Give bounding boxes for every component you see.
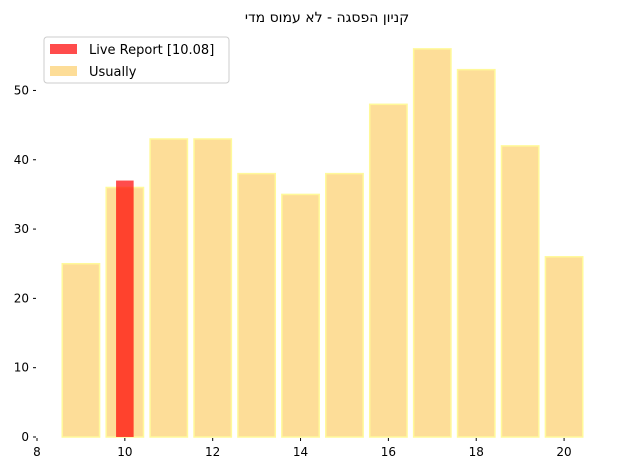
legend-label: Usually bbox=[89, 65, 137, 80]
bar-usually-11 bbox=[149, 138, 189, 438]
y-tick-label: 20 bbox=[14, 291, 29, 305]
legend: Live Report [10.08] Usually bbox=[43, 36, 230, 84]
x-tick-label: 14 bbox=[293, 445, 308, 459]
bar-usually-20 bbox=[544, 256, 584, 438]
axes: 0 10 20 30 40 50 8 10 12 14 16 18 20 bbox=[14, 83, 572, 459]
y-tick-label: 0 bbox=[21, 430, 29, 444]
y-tick-label: 30 bbox=[14, 222, 29, 236]
x-tick-label: 16 bbox=[381, 445, 396, 459]
y-tick-label: 50 bbox=[14, 83, 29, 97]
x-tick-label: 8 bbox=[33, 445, 41, 459]
bar-usually-12 bbox=[193, 138, 233, 438]
bar-usually-19 bbox=[500, 145, 540, 438]
bar-usually-16 bbox=[368, 103, 408, 438]
legend-swatch bbox=[50, 44, 77, 54]
chart-title: קניון הפסגה - לא עמוס מדי bbox=[245, 10, 409, 26]
bar-usually-18 bbox=[456, 68, 496, 438]
x-tick-label: 12 bbox=[205, 445, 220, 459]
legend-label: Live Report [10.08] bbox=[89, 43, 214, 58]
bar-usually-13 bbox=[237, 172, 277, 438]
x-tick-label: 10 bbox=[117, 445, 132, 459]
bar-usually-14 bbox=[281, 193, 320, 438]
y-tick-label: 40 bbox=[14, 153, 29, 167]
legend-swatch bbox=[50, 66, 77, 76]
y-tick-label: 10 bbox=[14, 361, 29, 375]
plot-area bbox=[61, 48, 584, 438]
bar-usually-15 bbox=[325, 172, 364, 438]
legend-box bbox=[43, 36, 230, 84]
bar-live-10 bbox=[116, 180, 134, 437]
x-tick-label: 20 bbox=[556, 445, 571, 459]
bar-usually-9 bbox=[61, 262, 101, 438]
bar-usually-17 bbox=[412, 48, 452, 438]
x-tick-label: 18 bbox=[469, 445, 484, 459]
